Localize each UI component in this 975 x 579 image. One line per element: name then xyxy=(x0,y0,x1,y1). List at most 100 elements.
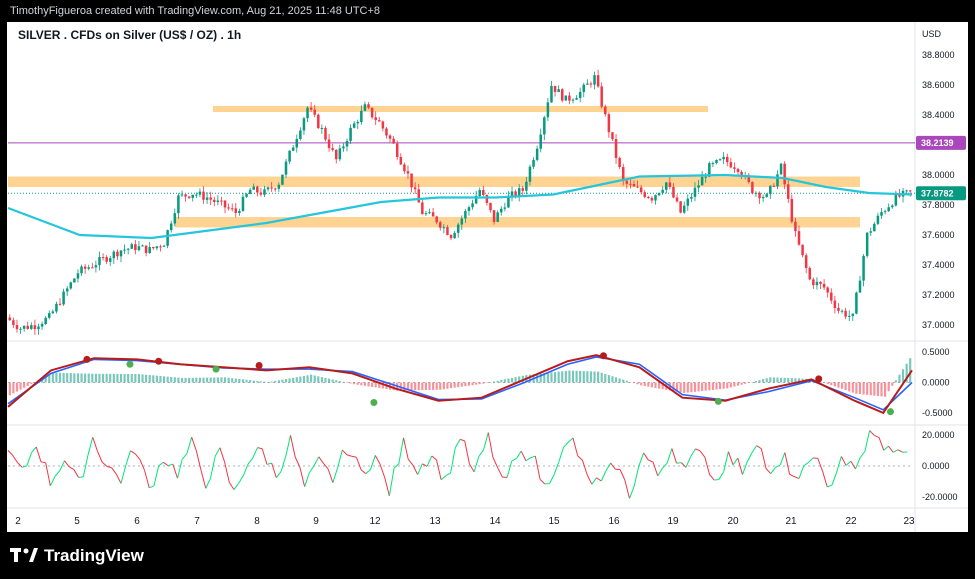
rsi-segment xyxy=(878,437,885,451)
rsi-segment xyxy=(563,441,569,448)
candle-body xyxy=(378,120,381,122)
time-tick-label: 14 xyxy=(489,516,501,527)
osc-histogram-bar xyxy=(521,375,524,383)
osc-histogram-bar xyxy=(101,373,105,383)
candle-body xyxy=(202,191,205,200)
rsi-segment xyxy=(40,461,46,464)
rsi-segment xyxy=(299,467,306,487)
osc-histogram-bar xyxy=(162,376,166,383)
candle-body xyxy=(55,303,58,312)
candle-body xyxy=(593,75,596,85)
candle-body xyxy=(550,85,553,103)
time-tick-label: 12 xyxy=(369,516,381,527)
candle-body xyxy=(618,157,621,168)
osc-histogram-bar xyxy=(848,382,851,392)
candle-body xyxy=(284,161,288,175)
rsi-segment xyxy=(827,484,833,488)
candle-body xyxy=(794,221,797,232)
rsi-segment xyxy=(558,447,565,462)
osc-histogram-bar xyxy=(683,382,686,393)
osc-histogram-bar xyxy=(105,373,108,383)
candle-body xyxy=(367,104,370,108)
candle-body xyxy=(575,98,578,100)
rsi-segment xyxy=(45,462,51,487)
tradingview-logo[interactable]: TradingView xyxy=(10,546,144,566)
osc-histogram-bar xyxy=(313,375,316,383)
candle-body xyxy=(238,210,241,214)
osc-histogram-bar xyxy=(288,378,291,383)
rsi-segment xyxy=(817,458,824,472)
rsi-segment xyxy=(874,434,880,438)
rsi-segment xyxy=(553,461,560,475)
osc-cross-marker xyxy=(255,361,263,369)
rsi-segment xyxy=(431,455,437,461)
rsi-segment xyxy=(727,451,734,465)
rsi-segment xyxy=(313,456,320,466)
osc-histogram-bar xyxy=(539,373,542,383)
osc-histogram-bar xyxy=(561,371,564,383)
osc-histogram-bar xyxy=(557,371,560,383)
candle-body xyxy=(686,198,690,206)
osc-histogram-bar xyxy=(342,381,345,383)
rsi-segment xyxy=(794,476,800,480)
rsi-segment xyxy=(892,449,899,453)
osc-histogram-bar xyxy=(320,377,323,383)
osc-histogram-bar xyxy=(837,382,840,388)
candle-body xyxy=(507,195,510,208)
candle-body xyxy=(98,257,101,266)
osc-histogram-bar xyxy=(625,380,628,383)
rsi-segment xyxy=(139,459,146,471)
osc-histogram-bar xyxy=(457,382,460,388)
osc-histogram-bar xyxy=(715,382,718,390)
osc-histogram-bar xyxy=(776,377,779,383)
candle-body xyxy=(152,247,155,249)
osc-histogram-bar xyxy=(231,378,234,383)
osc-histogram-bar xyxy=(277,380,280,383)
osc-histogram-bar xyxy=(109,373,112,383)
osc-histogram-bar xyxy=(159,375,162,383)
candle-body xyxy=(187,196,191,198)
price-zone xyxy=(213,106,708,112)
osc-histogram-bar xyxy=(772,377,775,383)
candle-body xyxy=(313,109,316,115)
rsi-segment xyxy=(803,462,809,467)
rsi-segment xyxy=(332,467,339,483)
rsi-segment xyxy=(31,446,37,453)
time-tick-label: 15 xyxy=(548,516,560,527)
rsi-segment xyxy=(337,449,343,469)
candle-body xyxy=(270,187,273,189)
osc-histogram-bar xyxy=(206,377,209,383)
osc-histogram-bar xyxy=(155,375,158,383)
osc-histogram-bar xyxy=(26,382,29,386)
candle-body xyxy=(413,187,417,190)
osc-histogram-bar xyxy=(173,377,176,383)
candle-body xyxy=(880,212,883,216)
candle-body xyxy=(130,244,134,249)
osc-histogram-bar xyxy=(898,374,901,383)
rsi-segment xyxy=(511,458,517,462)
candle-body xyxy=(625,180,629,184)
tradingview-logo-icon xyxy=(10,548,38,564)
osc-histogram-bar xyxy=(823,382,826,383)
osc-histogram-bar xyxy=(593,371,596,383)
osc-histogram-bar xyxy=(51,372,54,383)
rsi-segment xyxy=(690,448,696,457)
candle-body xyxy=(334,149,338,160)
candle-body xyxy=(306,107,309,119)
osc-histogram-bar xyxy=(284,379,288,383)
rsi-segment xyxy=(497,467,503,478)
osc-histogram-bar xyxy=(299,376,302,383)
osc-histogram-bar xyxy=(891,382,894,386)
candle-body xyxy=(614,139,618,158)
candle-body xyxy=(525,181,528,191)
rsi-segment xyxy=(629,485,635,499)
rsi-segment xyxy=(732,457,739,466)
osc-histogram-bar xyxy=(553,372,557,383)
price-zone xyxy=(175,217,860,228)
osc-tick-label: 0.5000 xyxy=(922,347,950,357)
osc-histogram-bar xyxy=(460,382,463,387)
candle-body xyxy=(449,234,453,239)
osc-histogram-bar xyxy=(658,382,661,389)
rsi-segment xyxy=(596,477,602,482)
